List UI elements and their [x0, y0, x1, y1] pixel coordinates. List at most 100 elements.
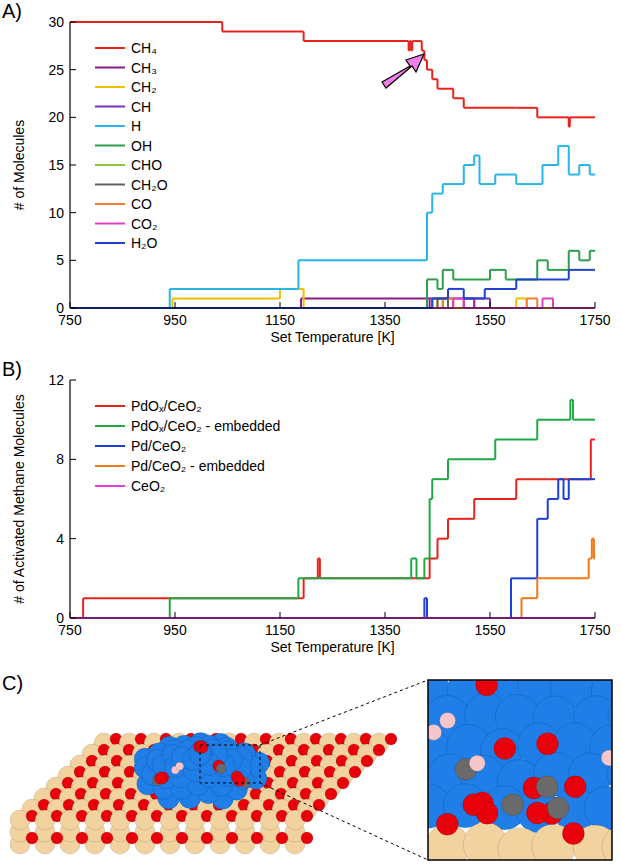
- step-segment: [543, 297, 554, 299]
- series: [70, 298, 595, 308]
- atom: [562, 823, 584, 845]
- step-riser: [515, 479, 517, 499]
- step-riser: [494, 175, 496, 185]
- y-tick: [70, 459, 76, 460]
- series: [70, 440, 595, 619]
- step-segment: [569, 250, 580, 252]
- atom: [547, 797, 569, 819]
- step-segment: [527, 297, 538, 299]
- legend-swatch: [95, 485, 125, 487]
- x-tick-label: 1550: [474, 312, 505, 328]
- step-riser: [572, 400, 574, 420]
- step-riser: [463, 165, 465, 184]
- step-riser: [578, 251, 580, 261]
- atom: [428, 724, 442, 740]
- legend-swatch: [95, 445, 125, 447]
- y-tick: [70, 69, 76, 70]
- atom: [502, 794, 524, 816]
- zoom-line: [260, 680, 428, 745]
- step-segment: [569, 269, 595, 271]
- legend-swatch: [95, 67, 125, 69]
- x-axis: [70, 617, 595, 618]
- series: [70, 298, 595, 308]
- step-segment: [480, 183, 496, 185]
- step-segment: [453, 278, 490, 280]
- x-axis: [70, 307, 595, 308]
- legend-label: CH₂O: [131, 177, 168, 193]
- atom: [584, 786, 612, 830]
- x-tick: [385, 302, 386, 308]
- legend-label: CO₂: [131, 216, 157, 232]
- step-riser: [426, 213, 428, 261]
- atom: [536, 776, 558, 798]
- y-tick: [70, 618, 76, 619]
- step-riser: [473, 298, 475, 308]
- atom: [494, 738, 516, 760]
- legend-swatch: [95, 184, 125, 186]
- atom: [440, 712, 456, 728]
- atom: [601, 750, 612, 766]
- step-riser: [526, 298, 528, 308]
- y-tick: [70, 22, 76, 23]
- step-segment: [464, 107, 517, 109]
- step-riser: [442, 298, 444, 308]
- step-riser: [426, 598, 428, 618]
- step-segment: [569, 174, 580, 176]
- step-riser: [536, 260, 538, 279]
- step-segment: [432, 297, 448, 299]
- atom: [469, 755, 485, 771]
- atom: [476, 680, 498, 696]
- step-riser: [536, 519, 538, 579]
- series: [70, 400, 595, 618]
- step-riser: [297, 260, 299, 289]
- step-riser: [463, 289, 465, 299]
- step-riser: [411, 41, 413, 51]
- x-tick: [280, 612, 281, 618]
- step-riser: [452, 298, 454, 308]
- step-segment: [453, 297, 464, 299]
- step-riser: [437, 79, 439, 89]
- atom: [276, 832, 288, 844]
- step-riser: [300, 298, 302, 308]
- step-segment: [432, 193, 443, 195]
- step-segment: [537, 259, 548, 261]
- step-segment: [573, 419, 595, 421]
- atom: [301, 810, 313, 822]
- legend-swatch: [95, 425, 125, 427]
- step-riser: [588, 559, 590, 579]
- x-tick-label: 1350: [369, 312, 400, 328]
- y-tick-label: 8: [56, 451, 64, 467]
- atom: [154, 772, 166, 784]
- y-tick-label: 4: [56, 531, 64, 547]
- step-riser: [408, 41, 410, 51]
- atom: [313, 799, 325, 811]
- step-riser: [437, 298, 439, 308]
- step-segment: [70, 21, 222, 23]
- x-tick-label: 1750: [579, 312, 610, 328]
- step-riser: [568, 479, 570, 499]
- arrow: [382, 54, 424, 88]
- step-riser: [303, 32, 305, 42]
- step-riser: [429, 499, 431, 559]
- step-segment: [516, 183, 542, 185]
- step-riser: [431, 194, 433, 213]
- atom: [602, 825, 612, 860]
- legend-label: CH: [131, 99, 151, 115]
- step-riser: [279, 289, 281, 299]
- y-tick: [70, 308, 76, 309]
- legend-label: CH₂: [131, 79, 157, 95]
- series: [70, 270, 595, 308]
- x-tick: [280, 302, 281, 308]
- step-segment: [170, 597, 299, 599]
- step-segment: [438, 88, 454, 90]
- x-tick: [175, 302, 176, 308]
- x-tick: [70, 612, 71, 618]
- step-segment: [412, 40, 421, 42]
- atom: [196, 741, 208, 753]
- step-segment: [537, 518, 548, 520]
- step-riser: [317, 559, 319, 579]
- panel-label: B): [2, 358, 22, 380]
- step-riser: [447, 519, 449, 539]
- inset: [428, 680, 612, 860]
- x-tick-label: 1550: [474, 622, 505, 638]
